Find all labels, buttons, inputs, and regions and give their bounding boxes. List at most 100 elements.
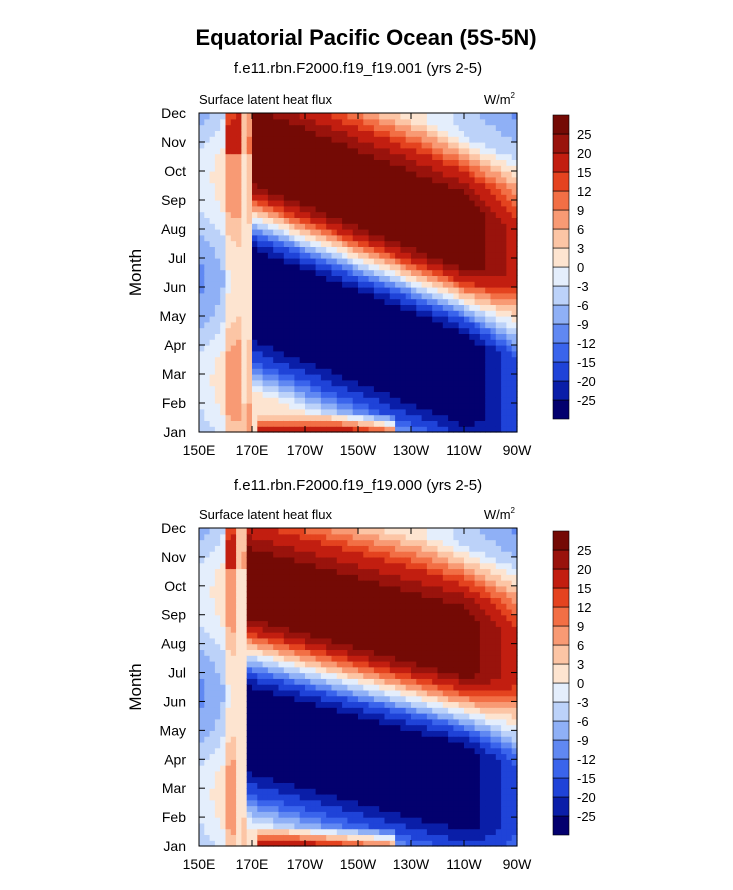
heatmap-cell: [421, 362, 428, 369]
heatmap-cell: [209, 828, 216, 836]
heatmap-cell: [326, 217, 333, 224]
heatmap-cell: [342, 327, 348, 334]
heatmap-cell: [267, 275, 274, 282]
heatmap-cell: [336, 568, 343, 575]
heatmap-cell: [368, 263, 375, 271]
heatmap-cell: [299, 368, 306, 375]
heatmap-cell: [384, 171, 391, 178]
heatmap-cell: [310, 118, 317, 126]
heatmap-cell: [474, 113, 481, 120]
heatmap-cell: [262, 263, 269, 271]
heatmap-cell: [283, 626, 290, 633]
heatmap-cell: [294, 159, 301, 166]
heatmap-cell: [273, 310, 280, 317]
heatmap-cell: [236, 171, 242, 178]
heatmap-cell: [315, 597, 322, 604]
heatmap-cell: [347, 356, 354, 363]
heatmap-cell: [299, 345, 306, 352]
heatmap-cell: [209, 834, 216, 841]
heatmap-cell: [246, 556, 253, 564]
heatmap-cell: [442, 176, 449, 184]
heatmap-cell: [405, 379, 412, 387]
heatmap-cell: [469, 200, 476, 207]
heatmap-cell: [464, 252, 470, 259]
heatmap-cell: [246, 159, 253, 166]
heatmap-cell: [246, 608, 253, 616]
heatmap-cell: [326, 562, 333, 570]
heatmap-cell: [267, 782, 274, 789]
heatmap-cell: [220, 637, 227, 645]
heatmap-cell: [241, 258, 248, 265]
heatmap-cell: [506, 316, 513, 323]
heatmap-cell: [289, 811, 295, 818]
heatmap-cell: [204, 782, 211, 789]
heatmap-cell: [479, 176, 486, 184]
heatmap-cell: [474, 403, 481, 410]
heatmap-cell: [352, 153, 359, 160]
heatmap-cell: [485, 408, 492, 416]
heatmap-cell: [241, 793, 248, 801]
heatmap-cell: [395, 408, 401, 416]
heatmap-cell: [225, 316, 232, 323]
heatmap-cell: [305, 747, 311, 755]
heatmap-cell: [379, 426, 386, 433]
heatmap-cell: [236, 724, 242, 731]
heatmap-cell: [305, 229, 311, 236]
heatmap-cell: [283, 118, 290, 126]
heatmap-cell: [437, 385, 444, 392]
heatmap-cell: [310, 368, 317, 375]
heatmap-cell: [411, 316, 417, 323]
heatmap-cell: [310, 287, 317, 294]
heatmap-cell: [257, 153, 264, 160]
heatmap-cell: [204, 217, 211, 224]
heatmap-cell: [448, 252, 454, 259]
heatmap-cell: [204, 585, 211, 593]
heatmap-cell: [305, 574, 311, 581]
heatmap-cell: [442, 310, 449, 317]
heatmap-cell: [273, 147, 280, 155]
heatmap-cell: [511, 113, 518, 120]
heatmap-cell: [241, 770, 248, 778]
heatmap-cell: [416, 397, 423, 404]
heatmap-cell: [267, 426, 274, 433]
heatmap-cell: [411, 385, 417, 392]
heatmap-cell: [289, 211, 295, 218]
heatmap-cell: [199, 666, 205, 674]
heatmap-cell: [511, 374, 518, 381]
heatmap-cell: [310, 136, 317, 143]
heatmap-cell: [389, 292, 396, 300]
heatmap-cell: [368, 171, 375, 178]
heatmap-cell: [411, 113, 417, 120]
heatmap-cell: [267, 551, 274, 558]
heatmap-cell: [257, 689, 264, 697]
heatmap-cell: [209, 211, 216, 218]
heatmap-cell: [331, 672, 338, 679]
heatmap-cell: [336, 591, 343, 598]
heatmap-cell: [230, 176, 237, 184]
heatmap-cell: [273, 194, 280, 201]
heatmap-cell: [199, 414, 205, 421]
heatmap-cell: [490, 194, 497, 201]
heatmap-cell: [331, 551, 338, 558]
heatmap-cell: [257, 741, 264, 749]
heatmap-cell: [225, 684, 232, 691]
heatmap-cell: [267, 718, 274, 726]
heatmap-cell: [289, 603, 295, 610]
heatmap-cell: [273, 799, 280, 807]
heatmap-cell: [352, 211, 359, 218]
heatmap-cell: [225, 574, 232, 581]
heatmap-cell: [453, 339, 460, 346]
heatmap-cell: [262, 217, 269, 224]
heatmap-cell: [294, 695, 301, 703]
heatmap-cell: [241, 136, 248, 143]
heatmap-cell: [320, 113, 327, 120]
heatmap-cell: [225, 229, 232, 236]
heatmap-cell: [453, 246, 460, 253]
heatmap-cell: [336, 788, 343, 795]
heatmap-cell: [294, 591, 301, 598]
heatmap-cell: [326, 684, 333, 691]
heatmap-cell: [379, 159, 386, 166]
heatmap-cell: [289, 580, 295, 587]
heatmap-cell: [416, 223, 423, 230]
heatmap-cell: [511, 281, 518, 288]
